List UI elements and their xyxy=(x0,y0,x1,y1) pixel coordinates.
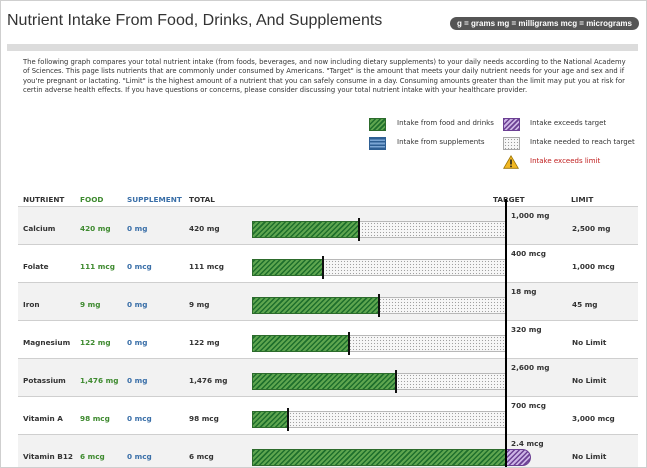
supplement-amount: 0 mcg xyxy=(127,452,152,461)
food-intake-marker xyxy=(286,408,289,431)
target-amount: 1,000 mg xyxy=(511,211,550,220)
target-amount: 2.4 mcg xyxy=(511,439,544,448)
food-intake-bar xyxy=(252,259,323,276)
food-intake-bar xyxy=(252,221,359,238)
col-nutrient: NUTRIENT xyxy=(23,195,65,204)
col-food: FOOD xyxy=(80,195,104,204)
table-row: Folate 111 mcg 0 mcg 111 mcg 400 mcg 1,000 mc… xyxy=(18,244,638,282)
target-amount: 700 mcg xyxy=(511,401,546,410)
exceeds-target-swatch-icon xyxy=(503,118,520,131)
total-amount: 9 mg xyxy=(189,300,210,309)
limit-amount: No Limit xyxy=(572,452,607,461)
legend-exceeds-limit-label: Intake exceeds limit xyxy=(530,157,601,165)
table-row: Iron 9 mg 0 mg 9 mg 18 mg 45 mg xyxy=(18,282,638,320)
food-intake-marker xyxy=(357,218,360,241)
food-swatch-icon xyxy=(369,118,386,131)
food-amount: 122 mg xyxy=(80,338,111,347)
total-amount: 6 mcg xyxy=(189,452,214,461)
nutrient-name: Potassium xyxy=(23,376,66,385)
supplement-amount: 0 mg xyxy=(127,338,148,347)
legend-supplements-label: Intake from supplements xyxy=(397,138,485,146)
food-intake-bar xyxy=(252,297,379,314)
food-amount: 6 mcg xyxy=(80,452,105,461)
needed-bar xyxy=(252,411,506,428)
food-intake-marker xyxy=(321,256,324,279)
supplement-swatch-icon xyxy=(369,137,386,150)
panel-header: Nutrient Intake From Food, Drinks, And S… xyxy=(1,1,646,41)
table-row: Calcium 420 mg 0 mg 420 mg 1,000 mg 2,500 mg xyxy=(18,206,638,244)
header-divider xyxy=(7,44,638,51)
nutrient-name: Vitamin B12 xyxy=(23,452,73,461)
warning-icon xyxy=(503,155,519,169)
food-amount: 420 mg xyxy=(80,224,111,233)
nutrient-name: Magnesium xyxy=(23,338,71,347)
supplement-amount: 0 mg xyxy=(127,224,148,233)
legend-needed-label: Intake needed to reach target xyxy=(530,138,635,146)
food-intake-bar xyxy=(252,449,506,466)
target-amount: 18 mg xyxy=(511,287,537,296)
food-intake-marker xyxy=(347,332,350,355)
legend-food-label: Intake from food and drinks xyxy=(397,119,494,127)
target-line xyxy=(505,199,507,467)
legend-exceeds-target-label: Intake exceeds target xyxy=(530,119,607,127)
total-amount: 98 mcg xyxy=(189,414,219,423)
food-amount: 1,476 mg xyxy=(80,376,119,385)
supplement-amount: 0 mcg xyxy=(127,414,152,423)
needed-swatch-icon xyxy=(503,137,520,150)
supplement-amount: 0 mcg xyxy=(127,262,152,271)
col-total: TOTAL xyxy=(189,195,215,204)
limit-amount: No Limit xyxy=(572,376,607,385)
total-amount: 111 mcg xyxy=(189,262,224,271)
nutrient-name: Calcium xyxy=(23,224,56,233)
limit-amount: 2,500 mg xyxy=(572,224,611,233)
food-amount: 9 mg xyxy=(80,300,101,309)
food-amount: 98 mcg xyxy=(80,414,110,423)
food-intake-bar xyxy=(252,335,349,352)
units-badge: g = grams mg = milligrams mcg = microgra… xyxy=(450,17,639,30)
limit-amount: 3,000 mcg xyxy=(572,414,615,423)
food-intake-bar xyxy=(252,411,288,428)
limit-amount: 45 mg xyxy=(572,300,598,309)
col-limit: LIMIT xyxy=(571,195,594,204)
limit-amount: 1,000 mcg xyxy=(572,262,615,271)
food-intake-marker xyxy=(378,294,380,317)
total-amount: 1,476 mg xyxy=(189,376,228,385)
table-row: Vitamin A 98 mcg 0 mcg 98 mcg 700 mcg 3,000 m… xyxy=(18,396,638,434)
description-text: The following graph compares your total … xyxy=(23,58,626,94)
supplement-amount: 0 mg xyxy=(127,376,148,385)
food-intake-bar xyxy=(252,373,397,390)
table-row: Potassium 1,476 mg 0 mg 1,476 mg 2,600 mg No … xyxy=(18,358,638,396)
col-supplement: SUPPLEMENT xyxy=(127,195,182,204)
col-target: TARGET xyxy=(493,195,525,204)
supplement-amount: 0 mg xyxy=(127,300,148,309)
table-row: Magnesium 122 mg 0 mg 122 mg 320 mg No Limit xyxy=(18,320,638,358)
page-title: Nutrient Intake From Food, Drinks, And S… xyxy=(7,12,383,29)
food-intake-marker xyxy=(395,370,398,393)
exceeds-target-bar xyxy=(507,449,531,466)
total-amount: 122 mg xyxy=(189,338,220,347)
table-row: Vitamin B12 6 mcg 0 mcg 6 mcg 2.4 mcg No Limi… xyxy=(18,434,638,467)
food-amount: 111 mcg xyxy=(80,262,115,271)
nutrient-name: Iron xyxy=(23,300,40,309)
limit-amount: No Limit xyxy=(572,338,607,347)
target-amount: 2,600 mg xyxy=(511,363,550,372)
nutrient-name: Folate xyxy=(23,262,49,271)
nutrient-name: Vitamin A xyxy=(23,414,63,423)
target-amount: 400 mcg xyxy=(511,249,546,258)
total-amount: 420 mg xyxy=(189,224,220,233)
target-amount: 320 mg xyxy=(511,325,542,334)
